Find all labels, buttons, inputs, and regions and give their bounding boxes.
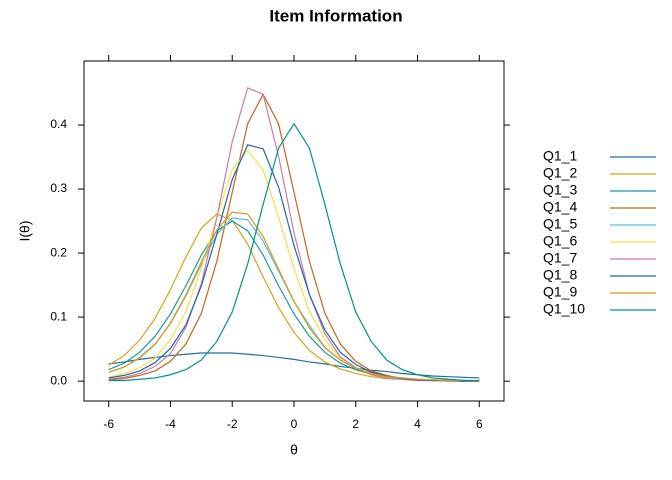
- y-tick-label: 0.1: [50, 309, 67, 323]
- series-line: [108, 211, 480, 382]
- legend-label: Q1_2: [543, 165, 577, 181]
- x-axis-label: θ: [290, 442, 298, 458]
- y-tick-label: 0.2: [50, 245, 67, 259]
- legend-label: Q1_5: [543, 216, 577, 232]
- series-line: [108, 87, 480, 382]
- legend-label: Q1_9: [543, 284, 577, 300]
- x-tick-label: 0: [291, 417, 298, 431]
- y-tick-label: 0.4: [50, 117, 67, 131]
- legend-label: Q1_8: [543, 267, 577, 283]
- y-axis-label: I(θ): [17, 221, 33, 242]
- series-line: [108, 144, 480, 382]
- series-line: [108, 93, 480, 382]
- legend-label: Q1_4: [543, 199, 577, 215]
- legend-label: Q1_1: [543, 148, 577, 164]
- series-line: [108, 122, 480, 382]
- legend-label: Q1_7: [543, 250, 577, 266]
- x-tick-label: 6: [476, 417, 483, 431]
- x-tick-label: -2: [227, 417, 238, 431]
- chart-title: Item Information: [269, 6, 402, 25]
- legend-label: Q1_6: [543, 233, 577, 249]
- x-tick-label: 2: [352, 417, 359, 431]
- legend-label: Q1_10: [543, 301, 585, 317]
- series-line: [108, 149, 480, 382]
- x-tick-label: -4: [165, 417, 176, 431]
- x-tick-label: -6: [103, 417, 114, 431]
- y-tick-label: 0.3: [50, 181, 67, 195]
- x-tick-label: 4: [414, 417, 421, 431]
- legend-label: Q1_3: [543, 182, 577, 198]
- y-tick-label: 0.0: [50, 373, 67, 387]
